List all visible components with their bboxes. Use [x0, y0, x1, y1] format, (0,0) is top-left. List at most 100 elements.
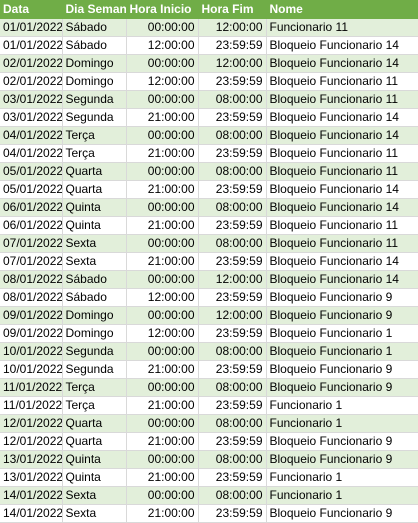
header-hora-fim[interactable]: Hora Fim — [198, 0, 267, 19]
cell-start-time[interactable]: 00:00:00 — [126, 486, 199, 505]
cell-weekday[interactable]: Segunda — [62, 342, 127, 361]
cell-weekday[interactable]: Sexta — [62, 504, 127, 523]
cell-date[interactable]: 03/01/2022 — [0, 90, 63, 109]
cell-name[interactable]: Funcionario 1 — [266, 468, 418, 487]
cell-weekday[interactable]: Quinta — [62, 198, 127, 217]
cell-weekday[interactable]: Sábado — [62, 288, 127, 307]
cell-weekday[interactable]: Segunda — [62, 108, 127, 127]
cell-start-time[interactable]: 00:00:00 — [126, 54, 199, 73]
cell-date[interactable]: 04/01/2022 — [0, 144, 63, 163]
cell-end-time[interactable]: 23:59:59 — [198, 396, 267, 415]
cell-start-time[interactable]: 21:00:00 — [126, 216, 199, 235]
cell-name[interactable]: Bloqueio Funcionario 14 — [266, 36, 418, 55]
cell-start-time[interactable]: 21:00:00 — [126, 144, 199, 163]
cell-date[interactable]: 14/01/2022 — [0, 504, 63, 523]
cell-start-time[interactable]: 12:00:00 — [126, 324, 199, 343]
cell-start-time[interactable]: 00:00:00 — [126, 378, 199, 397]
cell-date[interactable]: 09/01/2022 — [0, 306, 63, 325]
cell-date[interactable]: 01/01/2022 — [0, 36, 63, 55]
cell-date[interactable]: 13/01/2022 — [0, 468, 63, 487]
cell-date[interactable]: 11/01/2022 — [0, 396, 63, 415]
cell-start-time[interactable]: 00:00:00 — [126, 270, 199, 289]
cell-end-time[interactable]: 23:59:59 — [198, 504, 267, 523]
cell-name[interactable]: Funcionario 1 — [266, 396, 418, 415]
cell-end-time[interactable]: 23:59:59 — [198, 108, 267, 127]
cell-name[interactable]: Bloqueio Funcionario 11 — [266, 234, 418, 253]
cell-start-time[interactable]: 00:00:00 — [126, 198, 199, 217]
cell-weekday[interactable]: Quinta — [62, 450, 127, 469]
cell-weekday[interactable]: Quarta — [62, 432, 127, 451]
cell-name[interactable]: Bloqueio Funcionario 9 — [266, 306, 418, 325]
cell-date[interactable]: 05/01/2022 — [0, 180, 63, 199]
cell-start-time[interactable]: 00:00:00 — [126, 18, 199, 37]
cell-date[interactable]: 09/01/2022 — [0, 324, 63, 343]
cell-end-time[interactable]: 23:59:59 — [198, 144, 267, 163]
cell-weekday[interactable]: Domingo — [62, 72, 127, 91]
cell-name[interactable]: Bloqueio Funcionario 9 — [266, 432, 418, 451]
cell-start-time[interactable]: 21:00:00 — [126, 180, 199, 199]
cell-date[interactable]: 14/01/2022 — [0, 486, 63, 505]
header-data[interactable]: Data — [0, 0, 63, 19]
cell-weekday[interactable]: Domingo — [62, 324, 127, 343]
cell-weekday[interactable]: Sábado — [62, 18, 127, 37]
cell-end-time[interactable]: 23:59:59 — [198, 288, 267, 307]
cell-weekday[interactable]: Segunda — [62, 360, 127, 379]
cell-start-time[interactable]: 12:00:00 — [126, 72, 199, 91]
cell-date[interactable]: 10/01/2022 — [0, 342, 63, 361]
cell-end-time[interactable]: 12:00:00 — [198, 18, 267, 37]
cell-end-time[interactable]: 08:00:00 — [198, 162, 267, 181]
cell-start-time[interactable]: 12:00:00 — [126, 288, 199, 307]
cell-name[interactable]: Bloqueio Funcionario 14 — [266, 108, 418, 127]
cell-weekday[interactable]: Sexta — [62, 252, 127, 271]
cell-date[interactable]: 13/01/2022 — [0, 450, 63, 469]
cell-name[interactable]: Bloqueio Funcionario 11 — [266, 72, 418, 91]
cell-end-time[interactable]: 08:00:00 — [198, 486, 267, 505]
cell-start-time[interactable]: 00:00:00 — [126, 450, 199, 469]
cell-name[interactable]: Bloqueio Funcionario 9 — [266, 378, 418, 397]
cell-end-time[interactable]: 23:59:59 — [198, 324, 267, 343]
cell-end-time[interactable]: 08:00:00 — [198, 450, 267, 469]
cell-end-time[interactable]: 23:59:59 — [198, 216, 267, 235]
cell-end-time[interactable]: 12:00:00 — [198, 306, 267, 325]
cell-end-time[interactable]: 08:00:00 — [198, 126, 267, 145]
cell-weekday[interactable]: Sexta — [62, 234, 127, 253]
cell-end-time[interactable]: 23:59:59 — [198, 432, 267, 451]
cell-name[interactable]: Bloqueio Funcionario 9 — [266, 504, 418, 523]
header-nome[interactable]: Nome — [266, 0, 418, 19]
cell-date[interactable]: 08/01/2022 — [0, 270, 63, 289]
cell-name[interactable]: Bloqueio Funcionario 9 — [266, 360, 418, 379]
cell-name[interactable]: Bloqueio Funcionario 1 — [266, 342, 418, 361]
cell-date[interactable]: 07/01/2022 — [0, 252, 63, 271]
cell-weekday[interactable]: Quinta — [62, 468, 127, 487]
cell-name[interactable]: Bloqueio Funcionario 14 — [266, 180, 418, 199]
cell-end-time[interactable]: 08:00:00 — [198, 342, 267, 361]
cell-end-time[interactable]: 23:59:59 — [198, 468, 267, 487]
cell-start-time[interactable]: 12:00:00 — [126, 36, 199, 55]
cell-weekday[interactable]: Sábado — [62, 270, 127, 289]
cell-start-time[interactable]: 21:00:00 — [126, 468, 199, 487]
cell-end-time[interactable]: 12:00:00 — [198, 270, 267, 289]
cell-date[interactable]: 10/01/2022 — [0, 360, 63, 379]
cell-start-time[interactable]: 21:00:00 — [126, 432, 199, 451]
cell-name[interactable]: Bloqueio Funcionario 11 — [266, 162, 418, 181]
cell-end-time[interactable]: 08:00:00 — [198, 378, 267, 397]
cell-start-time[interactable]: 21:00:00 — [126, 504, 199, 523]
cell-name[interactable]: Funcionario 1 — [266, 414, 418, 433]
cell-start-time[interactable]: 21:00:00 — [126, 108, 199, 127]
cell-end-time[interactable]: 23:59:59 — [198, 72, 267, 91]
cell-date[interactable]: 06/01/2022 — [0, 216, 63, 235]
cell-name[interactable]: Bloqueio Funcionario 1 — [266, 324, 418, 343]
cell-name[interactable]: Bloqueio Funcionario 14 — [266, 198, 418, 217]
cell-date[interactable]: 05/01/2022 — [0, 162, 63, 181]
cell-weekday[interactable]: Domingo — [62, 306, 127, 325]
cell-name[interactable]: Bloqueio Funcionario 9 — [266, 450, 418, 469]
cell-start-time[interactable]: 00:00:00 — [126, 90, 199, 109]
cell-weekday[interactable]: Quarta — [62, 162, 127, 181]
cell-weekday[interactable]: Terça — [62, 378, 127, 397]
cell-start-time[interactable]: 21:00:00 — [126, 252, 199, 271]
cell-weekday[interactable]: Quarta — [62, 414, 127, 433]
cell-date[interactable]: 04/01/2022 — [0, 126, 63, 145]
cell-end-time[interactable]: 23:59:59 — [198, 180, 267, 199]
cell-date[interactable]: 07/01/2022 — [0, 234, 63, 253]
cell-name[interactable]: Bloqueio Funcionario 14 — [266, 126, 418, 145]
